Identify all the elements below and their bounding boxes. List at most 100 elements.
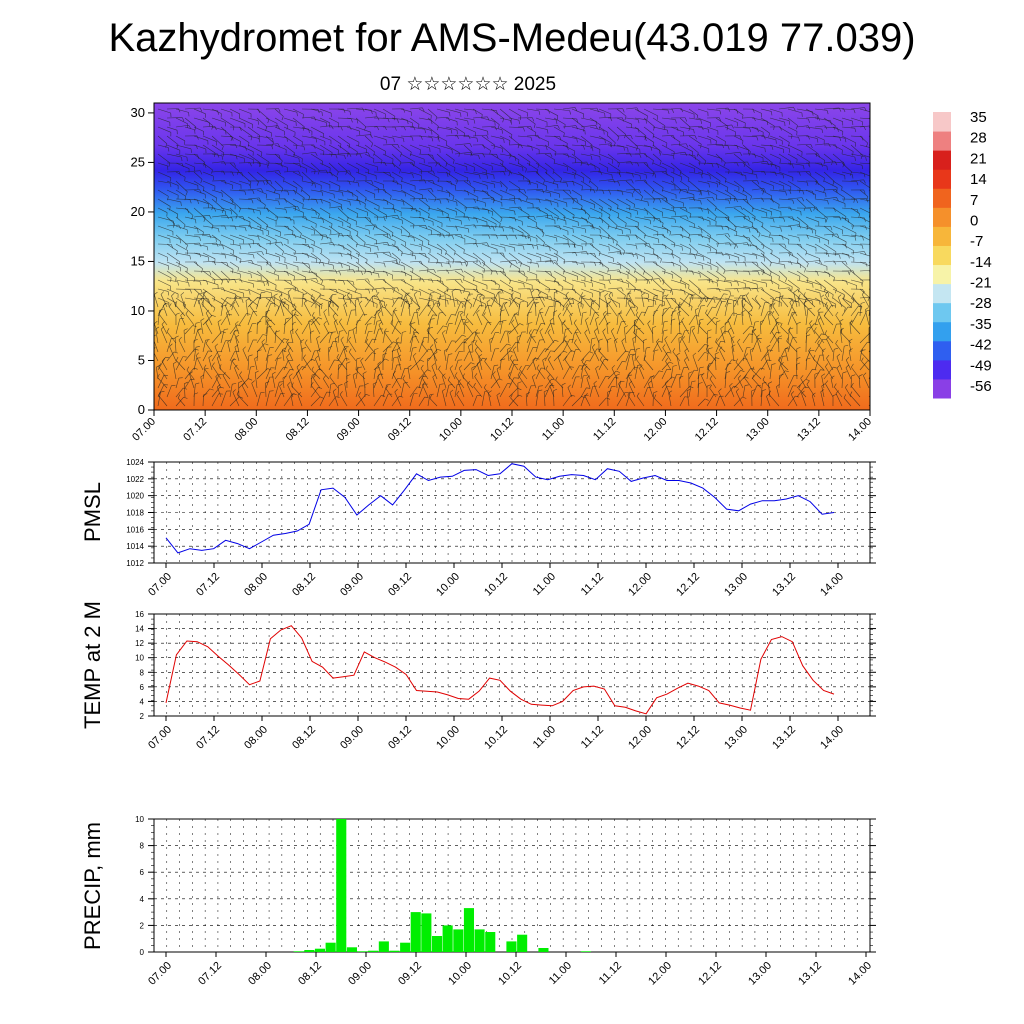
cross-section-x-tick-label: 10.12 [488,416,516,444]
cross-section-x-tick-label: 11.12 [591,416,618,443]
temp-y-tick-label: 10 [135,654,144,663]
pmsl-x-tick-label: 07.00 [146,571,174,599]
precip-bar [346,947,357,952]
temp-x-tick-label: 10.12 [482,724,510,752]
precip-x-tick-label: 12.12 [696,960,724,988]
cross-section-x-axis: 07.00 07.12 08.00 08.12 09.00 09.12 10.00 10.12… [130,410,874,444]
cross-section-panel: 0 5 10 15 20 25 30 07.00 07.12 08.00 08.12 09.00 09… [130,102,874,444]
colorbar-swatch [933,264,951,285]
pmsl-x-tick-label: 09.12 [386,571,414,599]
temp-y-tick-label: 4 [140,697,145,706]
colorbar-label: -21 [970,275,992,292]
precip-bar [580,951,591,952]
cross-section-x-tick-label: 13.12 [795,416,823,444]
colorbar-swatch [933,150,951,170]
pmsl-x-tick-label: 10.12 [482,571,510,599]
precip-x-tick-label: 13.00 [746,960,774,988]
page-title: Kazhydromet for AMS-Medeu(43.019 77.039) [108,16,916,60]
colorbar-swatch [933,340,951,361]
temp-x-tick-label: 09.12 [386,724,414,752]
cross-section-y-axis: 0 5 10 15 20 25 30 [131,105,154,417]
page-subtitle: 07 ☆☆☆☆☆☆ 2025 [379,74,557,95]
colorbar-label: -28 [970,295,992,312]
precip-bar [293,951,304,952]
colorbar-swatch [933,378,951,399]
temp-series-line [165,625,835,715]
precip-x-tick-label: 08.00 [246,960,274,988]
precip-x-tick-label: 09.12 [396,960,424,988]
pmsl-y-tick-label: 1024 [126,458,144,467]
colorbar-label: -7 [970,233,983,250]
cross-section-y-tick-label: 30 [131,105,145,120]
precip-bar [314,948,325,952]
temp-y-tick-label: 16 [135,610,144,619]
cross-section-x-tick-label: 07.00 [130,416,158,444]
cross-section-x-tick-label: 08.00 [232,416,260,444]
temp-x-tick-label: 10.00 [434,724,462,752]
pmsl-y-tick-label: 1020 [126,492,144,501]
cross-section-y-tick-label: 20 [131,204,145,219]
temp-x-tick-label: 11.00 [531,724,558,751]
cross-section-x-tick-label: 12.00 [642,416,670,444]
precip-x-tick-label: 08.12 [296,960,324,988]
temp-x-tick-label: 12.12 [674,724,702,752]
precip-bar [421,913,432,952]
precip-bar [432,936,443,952]
precip-bar [378,941,389,952]
pmsl-panel: 1012 1014 1016 1018 1020 1022 1024 07.00 07.12 08… [80,458,876,599]
temp-y-tick-label: 12 [135,639,144,648]
precip-bar [400,942,411,952]
precip-y-tick-label: 8 [140,842,145,851]
colorbar-label: -35 [970,316,992,333]
precip-x-tick-label: 11.12 [597,960,624,987]
colorbar-swatch [933,245,951,266]
precip-bar [474,929,485,952]
pmsl-y-tick-label: 1014 [126,542,144,551]
precip-y-tick-label: 10 [135,815,144,824]
precip-bar [304,950,315,952]
temp-x-tick-label: 12.00 [626,724,654,752]
pmsl-x-tick-label: 12.00 [626,571,654,599]
temp-x-tick-label: 08.12 [290,724,318,752]
cross-section-x-tick-label: 07.12 [181,416,209,444]
cross-section-x-tick-label: 13.00 [744,416,772,444]
colorbar-label: 28 [970,130,987,147]
cross-section-x-tick-label: 09.12 [386,416,414,444]
colorbar-label: 35 [970,109,987,126]
precip-y-tick-label: 6 [140,868,145,877]
temp-x-tick-label: 07.12 [194,724,222,752]
precip-bar [538,948,549,952]
cross-section-y-tick-label: 10 [131,303,145,318]
precip-bar [442,925,453,952]
colorbar-swatch [933,112,951,132]
precip-bar [368,950,379,952]
pmsl-y-tick-label: 1012 [126,559,144,568]
cross-section-y-tick-label: 0 [138,402,145,417]
precip-bar [506,941,517,952]
colorbar-swatch [933,169,951,189]
cross-section-x-tick-label: 11.00 [540,416,567,443]
precip-x-tick-label: 07.12 [196,960,224,988]
pmsl-x-tick-label: 08.00 [242,571,270,599]
temp-x-tick-label: 07.00 [146,724,174,752]
colorbar-label: 7 [970,192,978,209]
temp-y-label: TEMP at 2 M [80,601,105,729]
precip-x-tick-label: 07.00 [146,960,174,988]
cross-section-y-tick-label: 5 [138,352,145,367]
precip-y-tick-label: 4 [140,895,145,904]
temp-x-tick-label: 11.12 [579,724,606,751]
precip-y-label: PRECIP, mm [80,822,105,950]
pmsl-x-tick-label: 12.12 [674,571,702,599]
cross-section-x-tick-label: 14.00 [846,416,874,444]
pmsl-y-tick-label: 1018 [126,509,144,518]
precip-x-tick-label: 10.12 [496,960,524,988]
colorbar-swatch [933,131,951,151]
pmsl-y-tick-label: 1022 [126,475,144,484]
precip-y-tick-label: 2 [140,921,145,930]
wind-barbs [154,106,870,407]
pmsl-x-tick-label: 13.00 [722,571,750,599]
pmsl-x-tick-label: 11.12 [579,571,606,598]
precip-x-tick-label: 13.12 [796,960,824,988]
precip-x-tick-label: 11.00 [547,960,574,987]
